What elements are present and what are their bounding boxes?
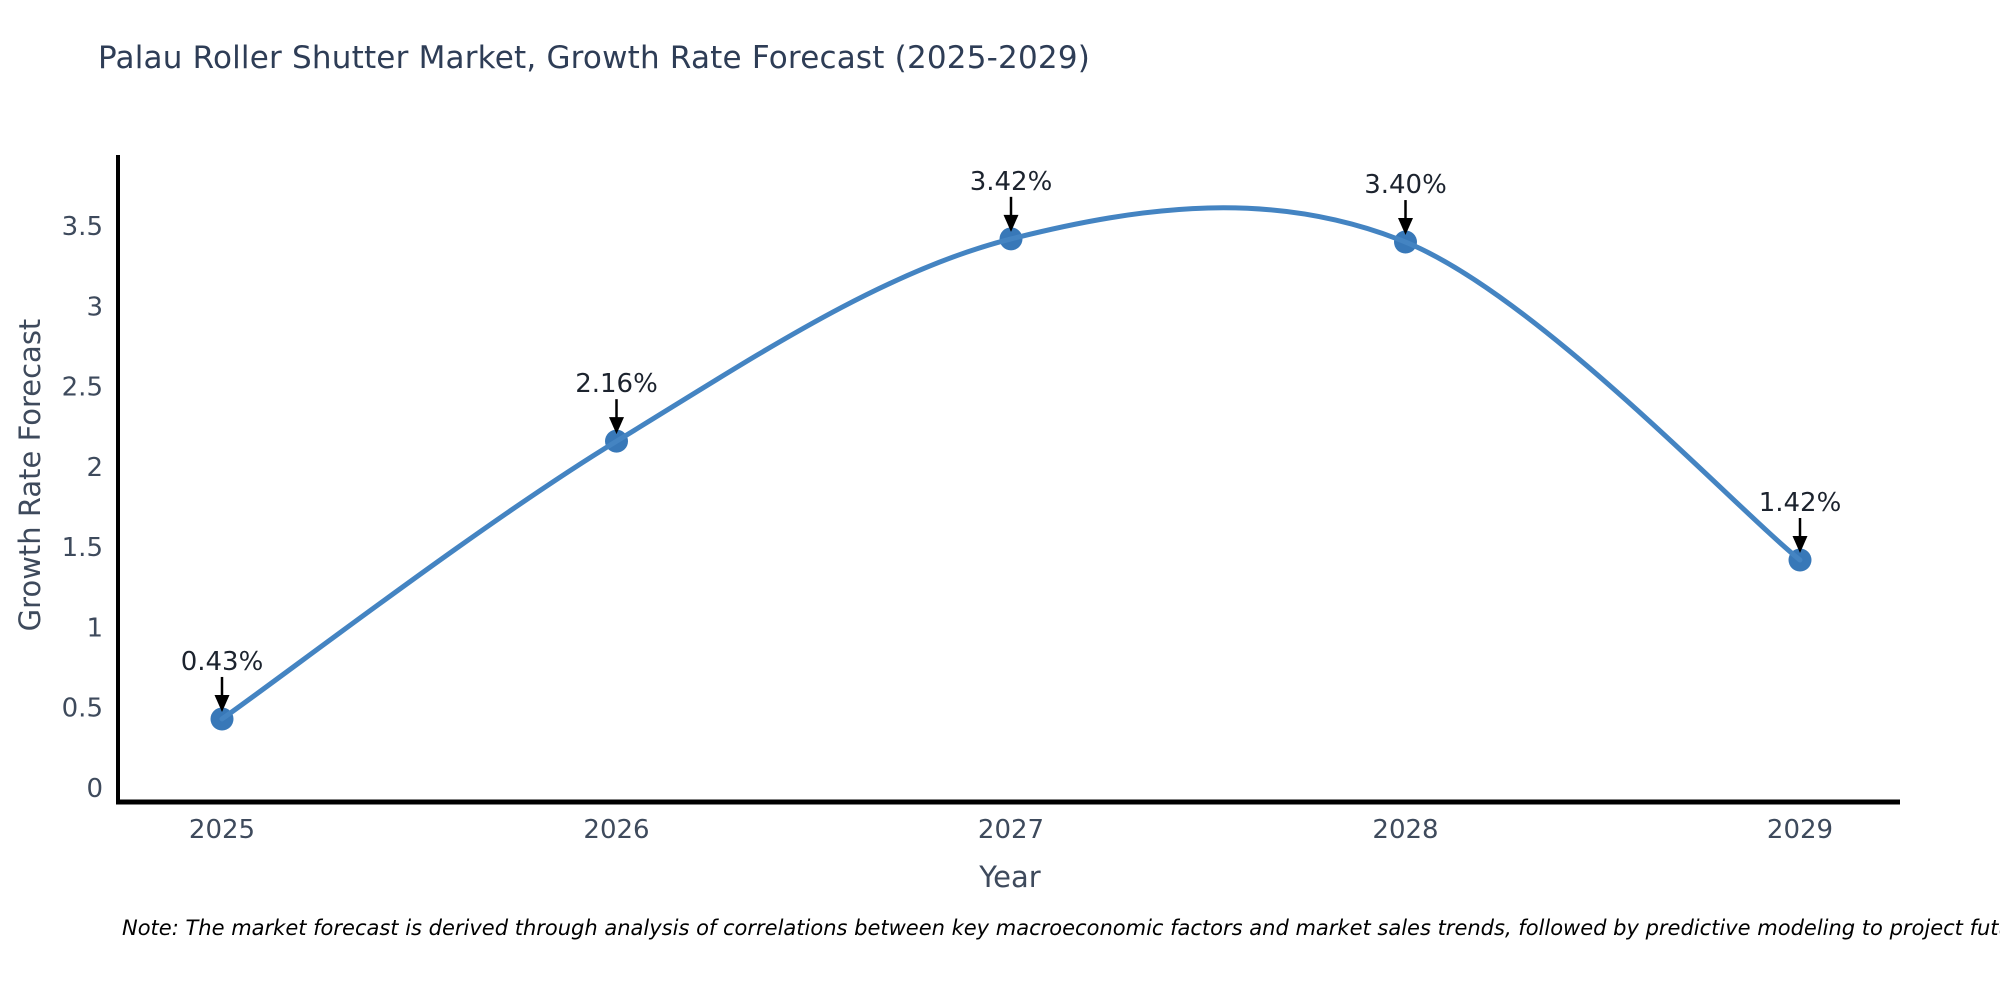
y-tick-label: 0 <box>86 774 103 804</box>
x-tick-label: 2026 <box>583 815 649 845</box>
y-tick-label: 1 <box>86 613 103 643</box>
y-tick-label: 2.5 <box>62 373 103 403</box>
annotation-arrow-head <box>1398 218 1413 236</box>
y-axis-title: Growth Rate Forecast <box>13 318 47 632</box>
annotation-arrow-head <box>609 417 624 435</box>
y-tick-label: 3.5 <box>62 212 103 242</box>
annotation-arrow-head <box>214 694 230 712</box>
chart-title: Palau Roller Shutter Market, Growth Rate… <box>98 40 1091 76</box>
point-value-label: 0.43% <box>181 647 264 677</box>
point-value-label: 1.42% <box>1759 488 1842 518</box>
y-tick-label: 0.5 <box>62 694 103 724</box>
annotation-arrow-head <box>1003 214 1019 232</box>
point-value-label: 3.42% <box>970 167 1053 197</box>
series-line <box>219 205 1803 722</box>
point-value-label: 3.40% <box>1364 170 1447 200</box>
annotation-arrow-head <box>1792 535 1808 553</box>
x-axis-title: Year <box>979 860 1041 894</box>
x-tick-label: 2025 <box>189 815 255 845</box>
point-value-label: 2.16% <box>575 369 658 399</box>
footnote: Note: The market forecast is derived thr… <box>122 916 2000 940</box>
x-tick-label: 2027 <box>978 815 1044 845</box>
y-tick-label: 3 <box>86 292 103 322</box>
x-tick-label: 2028 <box>1372 815 1438 845</box>
x-tick-label: 2029 <box>1767 815 1833 845</box>
y-tick-label: 2 <box>86 453 103 483</box>
y-tick-label: 1.5 <box>62 533 103 563</box>
